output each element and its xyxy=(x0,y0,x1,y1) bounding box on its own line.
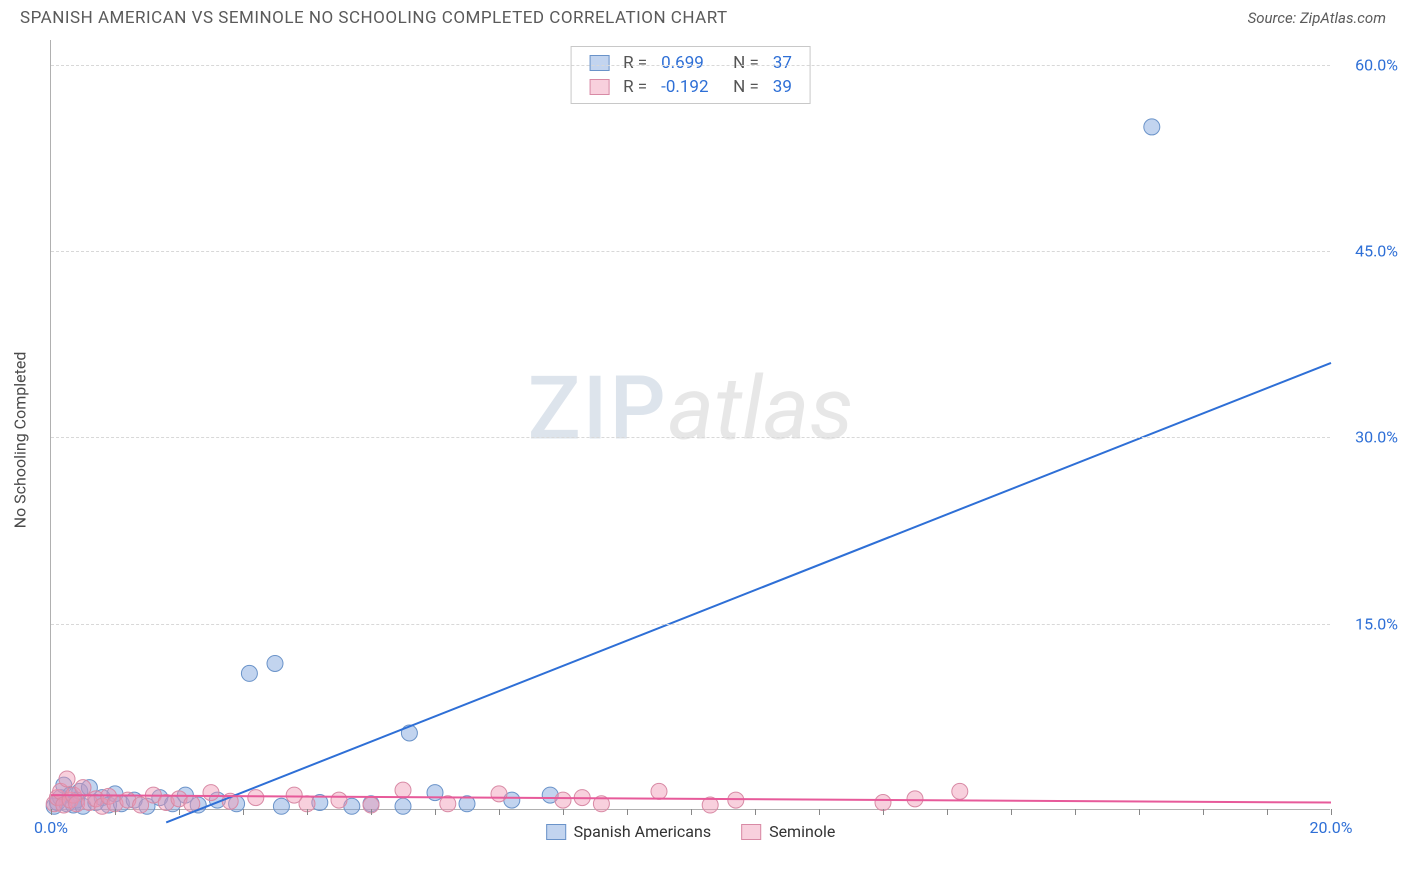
y-tick-label: 60.0% xyxy=(1338,55,1398,74)
r-value: -0.192 xyxy=(661,77,719,97)
data-point xyxy=(248,790,264,806)
data-point xyxy=(651,783,667,799)
x-tick-mark xyxy=(307,809,308,815)
data-point xyxy=(555,792,571,808)
x-tick-mark xyxy=(1075,809,1076,815)
x-tick-mark xyxy=(819,809,820,815)
data-point xyxy=(395,782,411,798)
x-tick-mark xyxy=(115,809,116,815)
x-tick-mark xyxy=(1267,809,1268,815)
x-tick-mark xyxy=(691,809,692,815)
x-tick-label: 0.0% xyxy=(34,818,68,837)
x-tick-mark xyxy=(1139,809,1140,815)
y-tick-label: 30.0% xyxy=(1338,428,1398,447)
data-point xyxy=(1144,119,1160,135)
r-value: 0.699 xyxy=(661,53,719,73)
x-tick-label: 20.0% xyxy=(1310,818,1353,837)
series-name: Spanish Americans xyxy=(574,822,711,841)
plot-area: ZIPatlas R =0.699N =37R =-0.192N =39 Spa… xyxy=(50,40,1330,810)
legend-swatch xyxy=(546,824,566,840)
x-tick-mark xyxy=(947,809,948,815)
data-point xyxy=(59,771,75,787)
x-tick-mark xyxy=(1011,809,1012,815)
data-point xyxy=(331,792,347,808)
x-tick-mark xyxy=(435,809,436,815)
y-axis-label: No Schooling Completed xyxy=(11,352,30,529)
n-value: 39 xyxy=(773,77,792,97)
x-tick-mark xyxy=(179,809,180,815)
n-label: N = xyxy=(733,77,759,97)
data-point xyxy=(952,783,968,799)
data-point xyxy=(203,785,219,801)
r-label: R = xyxy=(623,77,647,97)
correlation-legend: R = 0.699 N = 37 R = -0.192 N = 39 xyxy=(570,46,811,104)
gridline xyxy=(51,624,1330,625)
header: SPANISH AMERICAN VS SEMINOLE NO SCHOOLIN… xyxy=(0,0,1406,32)
series-legend-item: Seminole xyxy=(741,822,835,841)
data-point xyxy=(267,655,283,671)
legend-swatch xyxy=(589,55,609,71)
series-legend: Spanish Americans Seminole xyxy=(546,822,836,841)
x-tick-mark xyxy=(243,809,244,815)
y-tick-label: 15.0% xyxy=(1338,614,1398,633)
data-point xyxy=(273,798,289,814)
x-tick-mark xyxy=(51,809,52,815)
data-point xyxy=(907,791,923,807)
x-tick-mark xyxy=(755,809,756,815)
x-tick-mark xyxy=(1331,809,1332,815)
gridline xyxy=(51,65,1330,66)
n-label: N = xyxy=(733,53,759,73)
gridline xyxy=(51,251,1330,252)
x-tick-mark xyxy=(627,809,628,815)
legend-row: R = -0.192 N = 39 xyxy=(571,75,810,99)
data-point xyxy=(241,665,257,681)
data-point xyxy=(395,798,411,814)
y-tick-label: 45.0% xyxy=(1338,242,1398,261)
legend-swatch xyxy=(589,79,609,95)
chart-container: No Schooling Completed ZIPatlas R =0.699… xyxy=(50,40,1360,840)
legend-swatch xyxy=(741,824,761,840)
x-tick-mark xyxy=(499,809,500,815)
data-point xyxy=(491,786,507,802)
gridline xyxy=(51,437,1330,438)
x-tick-mark xyxy=(371,809,372,815)
r-label: R = xyxy=(623,53,647,73)
x-tick-mark xyxy=(563,809,564,815)
series-legend-item: Spanish Americans xyxy=(546,822,711,841)
chart-title: SPANISH AMERICAN VS SEMINOLE NO SCHOOLIN… xyxy=(20,8,728,28)
data-point xyxy=(75,780,91,796)
scatter-svg xyxy=(51,40,1330,809)
x-tick-mark xyxy=(883,809,884,815)
series-name: Seminole xyxy=(769,822,835,841)
source-attribution: Source: ZipAtlas.com xyxy=(1248,9,1386,27)
trend-line xyxy=(166,363,1331,823)
x-tick-mark xyxy=(1203,809,1204,815)
n-value: 37 xyxy=(773,53,792,73)
legend-row: R = 0.699 N = 37 xyxy=(571,51,810,75)
